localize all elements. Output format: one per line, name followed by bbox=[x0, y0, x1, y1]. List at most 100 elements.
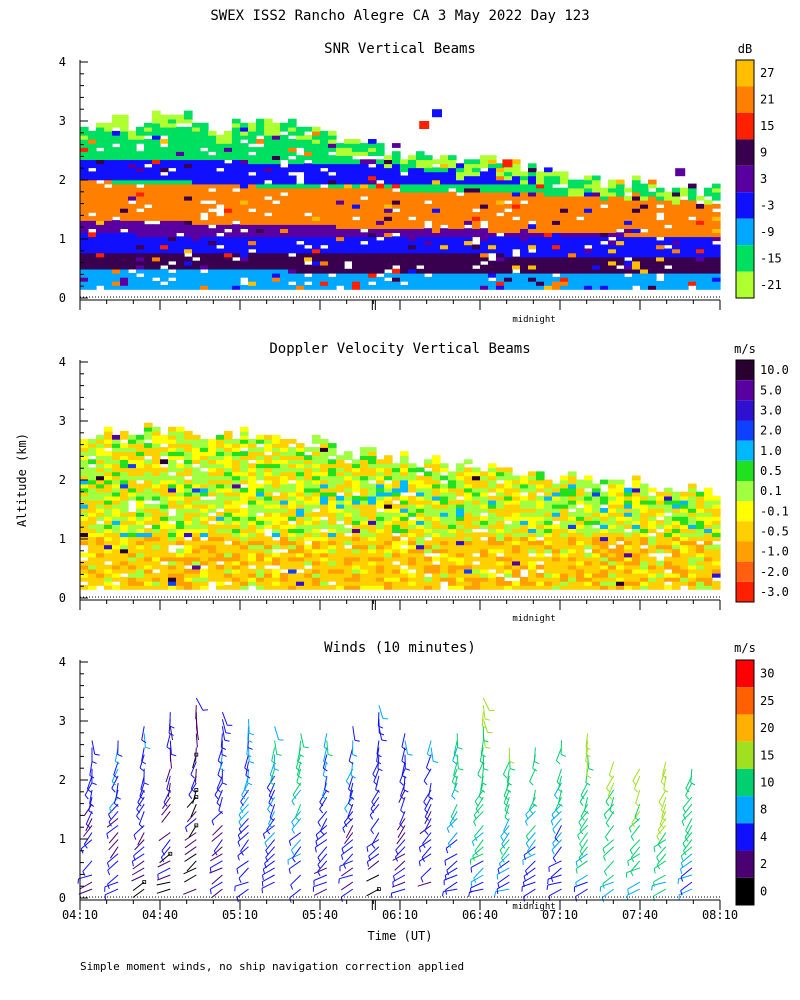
snr-cell bbox=[160, 236, 169, 242]
doppler-cell bbox=[448, 556, 457, 562]
doppler-cell bbox=[232, 568, 241, 574]
snr-cell bbox=[336, 187, 345, 193]
snr-cell bbox=[496, 256, 505, 262]
snr-cell bbox=[320, 212, 329, 217]
doppler-cell bbox=[176, 548, 185, 554]
snr-cell bbox=[168, 187, 177, 193]
snr-cell bbox=[224, 285, 233, 290]
doppler-cell bbox=[144, 459, 153, 465]
snr-cell bbox=[360, 191, 369, 197]
snr-cell bbox=[552, 256, 561, 262]
doppler-cell bbox=[288, 455, 297, 460]
doppler-cell bbox=[248, 581, 257, 586]
snr-cell bbox=[168, 244, 177, 250]
doppler-cell bbox=[432, 524, 441, 529]
doppler-cell bbox=[448, 572, 457, 578]
snr-cell bbox=[168, 134, 177, 140]
doppler-cell bbox=[432, 455, 441, 460]
doppler-cell bbox=[672, 495, 681, 501]
doppler-cell bbox=[152, 544, 161, 550]
snr-cell bbox=[104, 240, 113, 246]
doppler-cell bbox=[224, 552, 233, 558]
doppler-cell bbox=[456, 524, 465, 529]
doppler-cell bbox=[368, 516, 377, 521]
snr-cell bbox=[400, 167, 409, 173]
snr-cell bbox=[376, 240, 385, 246]
doppler-cell bbox=[496, 560, 505, 566]
doppler-cell bbox=[176, 552, 185, 558]
doppler-cell bbox=[384, 560, 393, 566]
doppler-cell bbox=[256, 556, 265, 562]
snr-cell bbox=[200, 183, 209, 189]
doppler-cell bbox=[400, 499, 409, 505]
doppler-cell bbox=[448, 581, 457, 586]
doppler-cell bbox=[104, 426, 113, 432]
snr-cell bbox=[480, 212, 489, 217]
doppler-cell bbox=[576, 585, 585, 590]
snr-cell bbox=[184, 268, 193, 274]
snr-cell bbox=[360, 220, 369, 225]
snr-cell bbox=[416, 163, 425, 169]
snr-cell bbox=[200, 134, 209, 140]
snr-cell bbox=[232, 285, 241, 290]
snr-cell bbox=[208, 143, 217, 148]
snr-cell bbox=[288, 256, 297, 262]
snr-cell bbox=[592, 224, 601, 229]
snr-cell bbox=[456, 212, 465, 217]
doppler-cell bbox=[440, 475, 449, 481]
doppler-cell bbox=[192, 487, 201, 493]
doppler-cell bbox=[392, 572, 401, 578]
snr-cell bbox=[272, 191, 281, 197]
doppler-cell bbox=[552, 512, 561, 517]
doppler-cell bbox=[656, 520, 665, 525]
doppler-cell bbox=[520, 487, 529, 493]
snr-cell bbox=[184, 212, 193, 217]
snr-cell bbox=[456, 220, 465, 225]
snr-cell bbox=[136, 159, 145, 165]
doppler-cell bbox=[408, 532, 417, 538]
doppler-cell bbox=[264, 544, 273, 550]
snr-cell bbox=[400, 208, 409, 213]
doppler-cell bbox=[248, 463, 257, 469]
snr-cell bbox=[368, 220, 377, 225]
doppler-cell bbox=[640, 483, 649, 489]
doppler-cell bbox=[520, 508, 529, 513]
snr-cell bbox=[104, 208, 113, 213]
snr-cell bbox=[408, 264, 417, 270]
snr-cell bbox=[592, 268, 601, 274]
snr-cell bbox=[128, 203, 137, 209]
snr-cell bbox=[552, 224, 561, 229]
snr-cell bbox=[448, 232, 457, 238]
snr-cell bbox=[104, 281, 113, 286]
doppler-cell bbox=[328, 487, 337, 493]
snr-cell bbox=[419, 121, 430, 129]
doppler-cell bbox=[496, 536, 505, 542]
doppler-cell bbox=[152, 508, 161, 513]
doppler-cell bbox=[152, 585, 161, 590]
snr-cell bbox=[448, 281, 457, 286]
doppler-cell bbox=[328, 499, 337, 505]
doppler-cell bbox=[384, 564, 393, 570]
doppler-cell bbox=[400, 532, 409, 538]
snr-cell bbox=[312, 203, 321, 209]
doppler-cell bbox=[224, 455, 233, 460]
doppler-cell bbox=[216, 443, 225, 448]
snr-cell bbox=[560, 195, 569, 201]
doppler-cell bbox=[88, 475, 97, 481]
doppler-cell bbox=[408, 544, 417, 550]
doppler-cell bbox=[128, 516, 137, 521]
snr-cell bbox=[336, 155, 345, 160]
doppler-cell bbox=[544, 512, 553, 517]
doppler-cell bbox=[400, 572, 409, 578]
snr-cell bbox=[560, 244, 569, 250]
snr-cell bbox=[152, 114, 161, 120]
doppler-cell bbox=[408, 524, 417, 529]
doppler-cell bbox=[400, 581, 409, 586]
snr-cell bbox=[176, 139, 185, 144]
snr-cell bbox=[392, 268, 401, 274]
doppler-cell bbox=[448, 471, 457, 477]
snr-cell bbox=[144, 256, 153, 262]
snr-cell bbox=[440, 256, 449, 262]
snr-cell bbox=[520, 256, 529, 262]
snr-cell bbox=[416, 248, 425, 254]
